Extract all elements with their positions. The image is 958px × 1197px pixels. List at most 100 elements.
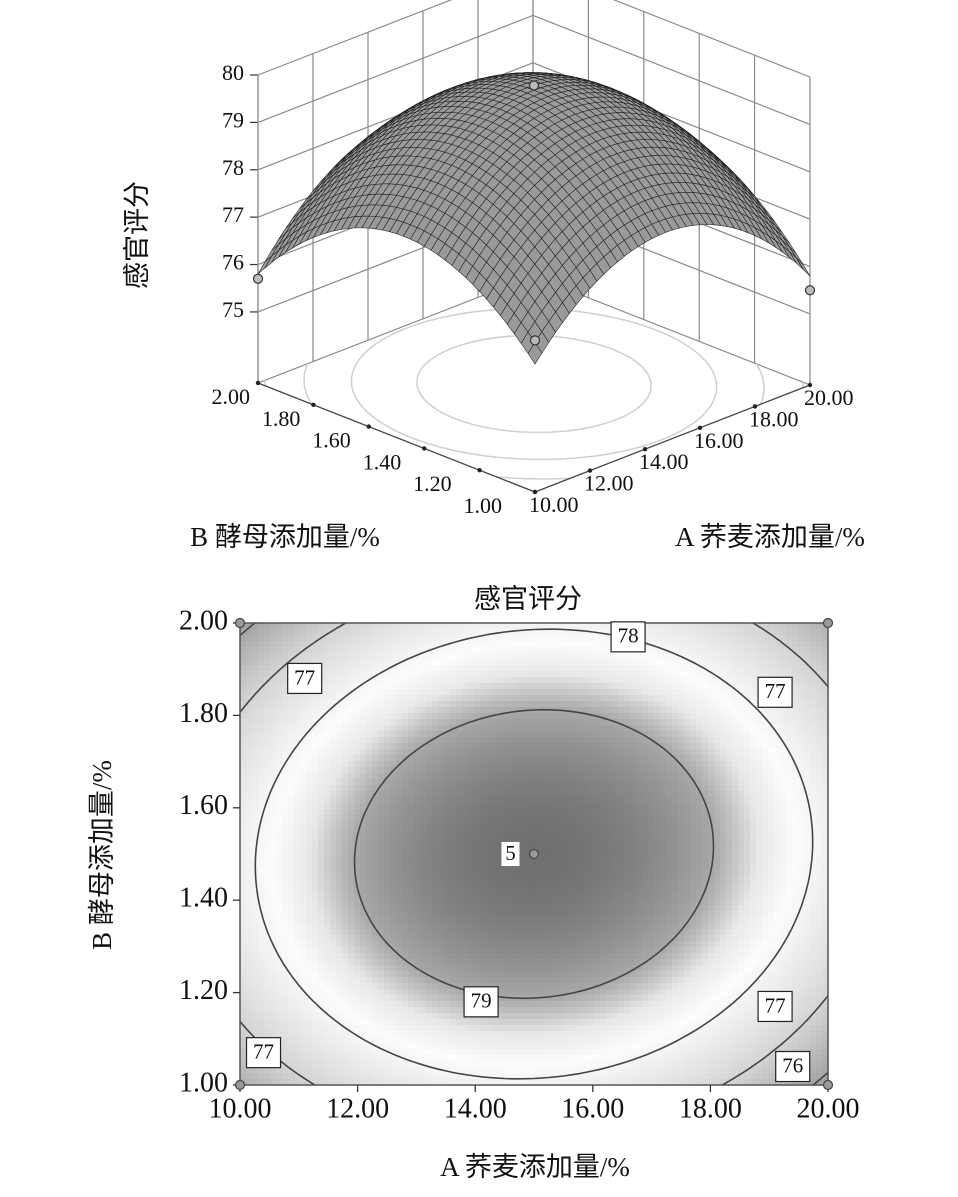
shade-cell: [648, 623, 655, 630]
shade-cell: [444, 809, 451, 816]
shade-cell: [294, 707, 301, 714]
shade-cell: [522, 821, 529, 828]
shade-cell: [600, 647, 607, 654]
shade-cell: [600, 797, 607, 804]
shade-cell: [522, 767, 529, 774]
shade-cell: [492, 743, 499, 750]
shade-cell: [456, 665, 463, 672]
shade-cell: [768, 779, 775, 786]
shade-cell: [444, 695, 451, 702]
shade-cell: [666, 719, 673, 726]
shade-cell: [780, 659, 787, 666]
shade-cell: [300, 629, 307, 636]
shade-cell: [600, 641, 607, 648]
shade-cell: [504, 779, 511, 786]
shade-cell: [798, 737, 805, 744]
shade-cell: [612, 713, 619, 720]
shade-cell: [378, 761, 385, 768]
shade-cell: [606, 791, 613, 798]
shade-cell: [606, 689, 613, 696]
shade-cell: [624, 779, 631, 786]
shade-cell: [426, 725, 433, 732]
shade-cell: [528, 641, 535, 648]
shade-cell: [396, 689, 403, 696]
shade-cell: [438, 809, 445, 816]
shade-cell: [390, 653, 397, 660]
shade-cell: [384, 689, 391, 696]
shade-cell: [762, 737, 769, 744]
shade-cell: [750, 761, 757, 768]
shade-cell: [492, 659, 499, 666]
shade-cell: [510, 749, 517, 756]
shade-cell: [720, 641, 727, 648]
shade-cell: [762, 731, 769, 738]
shade-cell: [390, 689, 397, 696]
shade-cell: [294, 773, 301, 780]
shade-cell: [372, 761, 379, 768]
shade-cell: [726, 701, 733, 708]
shade-cell: [594, 773, 601, 780]
shade-cell: [396, 629, 403, 636]
shade-cell: [276, 815, 283, 822]
shade-cell: [666, 731, 673, 738]
shade-cell: [342, 653, 349, 660]
shade-cell: [264, 761, 271, 768]
shade-cell: [246, 821, 253, 828]
shade-cell: [786, 659, 793, 666]
shade-cell: [600, 665, 607, 672]
shade-cell: [600, 689, 607, 696]
shade-cell: [504, 803, 511, 810]
shade-cell: [252, 647, 259, 654]
shade-cell: [552, 653, 559, 660]
shade-cell: [438, 815, 445, 822]
shade-cell: [654, 701, 661, 708]
shade-cell: [486, 659, 493, 666]
shade-cell: [714, 695, 721, 702]
shade-cell: [450, 719, 457, 726]
shade-cell: [456, 623, 463, 630]
shade-cell: [552, 659, 559, 666]
shade-cell: [282, 647, 289, 654]
shade-cell: [360, 623, 367, 630]
shade-cell: [396, 731, 403, 738]
shade-cell: [750, 671, 757, 678]
shade-cell: [444, 647, 451, 654]
shade-cell: [354, 641, 361, 648]
shade-cell: [342, 647, 349, 654]
shade-cell: [696, 737, 703, 744]
shade-cell: [732, 671, 739, 678]
shade-cell: [480, 743, 487, 750]
shade-cell: [276, 701, 283, 708]
shade-cell: [504, 725, 511, 732]
shade-cell: [660, 635, 667, 642]
shade-cell: [744, 809, 751, 816]
shade-cell: [474, 641, 481, 648]
shade-cell: [522, 671, 529, 678]
a-axis-label: A 荞麦添加量/%: [675, 522, 865, 552]
shade-cell: [612, 659, 619, 666]
shade-cell: [678, 773, 685, 780]
shade-cell: [294, 785, 301, 792]
shade-cell: [600, 737, 607, 744]
shade-cell: [444, 701, 451, 708]
shade-cell: [756, 665, 763, 672]
shade-cell: [330, 803, 337, 810]
shade-cell: [774, 707, 781, 714]
shade-cell: [456, 647, 463, 654]
shade-cell: [564, 695, 571, 702]
shade-cell: [804, 815, 811, 822]
shade-cell: [240, 797, 247, 804]
shade-cell: [726, 659, 733, 666]
shade-cell: [762, 725, 769, 732]
shade-cell: [528, 815, 535, 822]
shade-cell: [552, 803, 559, 810]
shade-cell: [492, 671, 499, 678]
shade-cell: [330, 677, 337, 684]
shade-cell: [348, 677, 355, 684]
shade-cell: [738, 809, 745, 816]
shade-cell: [336, 731, 343, 738]
shade-cell: [486, 791, 493, 798]
shade-cell: [270, 653, 277, 660]
shade-cell: [354, 725, 361, 732]
shade-cell: [546, 809, 553, 816]
